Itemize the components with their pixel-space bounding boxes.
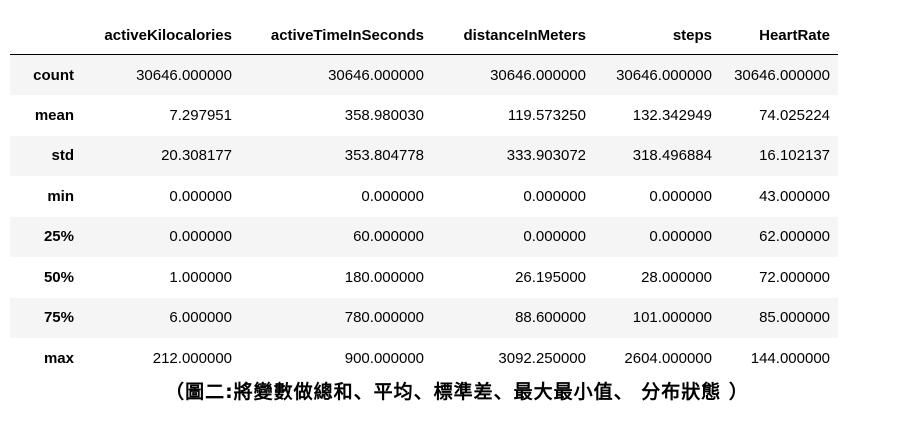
table-cell: 144.000000 — [750, 349, 830, 367]
table-cell: 7.297951 — [169, 106, 232, 124]
table-cell: 72.000000 — [759, 268, 830, 286]
table-cell: 30646.000000 — [136, 66, 232, 84]
table-cell: 132.342949 — [632, 106, 712, 124]
header-row: activeKilocalories activeTimeInSeconds d… — [10, 16, 838, 55]
table-row: count 30646.000000 30646.000000 30646.00… — [10, 54, 838, 95]
table-row: 25% 0.000000 60.000000 0.000000 0.000000… — [10, 216, 838, 257]
row-label: 75% — [43, 309, 74, 327]
table-cell: 6.000000 — [169, 309, 232, 327]
row-label: 25% — [43, 228, 74, 246]
table-cell: 900.000000 — [344, 349, 424, 367]
table-cell: 85.000000 — [759, 309, 830, 327]
table-cell: 333.903072 — [506, 147, 586, 165]
table-cell: 2604.000000 — [624, 349, 712, 367]
table-row: max 212.000000 900.000000 3092.250000 26… — [10, 338, 838, 379]
row-label: std — [51, 147, 75, 165]
table-cell: 0.000000 — [361, 187, 424, 205]
table-cell: 30646.000000 — [490, 66, 586, 84]
table-row: mean 7.297951 358.980030 119.573250 132.… — [10, 95, 838, 136]
table-cell: 212.000000 — [152, 349, 232, 367]
table-cell: 0.000000 — [649, 228, 712, 246]
table-cell: 0.000000 — [169, 228, 232, 246]
column-header: distanceInMeters — [432, 16, 594, 55]
table-cell: 62.000000 — [759, 228, 830, 246]
table-cell: 0.000000 — [169, 187, 232, 205]
table-cell: 101.000000 — [632, 309, 712, 327]
describe-table: activeKilocalories activeTimeInSeconds d… — [10, 16, 838, 379]
table-cell: 780.000000 — [344, 309, 424, 327]
table-cell: 74.025224 — [759, 106, 830, 124]
table-cell: 28.000000 — [641, 268, 712, 286]
table-cell: 16.102137 — [759, 147, 830, 165]
table-row: 50% 1.000000 180.000000 26.195000 28.000… — [10, 257, 838, 298]
column-header: activeTimeInSeconds — [240, 16, 432, 55]
table-header: activeKilocalories activeTimeInSeconds d… — [10, 16, 838, 55]
table-cell: 88.600000 — [515, 309, 586, 327]
table-cell: 30646.000000 — [616, 66, 712, 84]
table-cell: 43.000000 — [759, 187, 830, 205]
row-label: count — [33, 66, 74, 84]
table-cell: 318.496884 — [632, 147, 712, 165]
table-row: 75% 6.000000 780.000000 88.600000 101.00… — [10, 297, 838, 338]
row-label: min — [47, 187, 74, 205]
table-cell: 1.000000 — [169, 268, 232, 286]
column-header: HeartRate — [720, 16, 838, 55]
table-row: min 0.000000 0.000000 0.000000 0.000000 … — [10, 176, 838, 217]
table-cell: 26.195000 — [515, 268, 586, 286]
table-cell: 60.000000 — [353, 228, 424, 246]
table-cell: 0.000000 — [523, 187, 586, 205]
row-label: mean — [34, 106, 74, 124]
table-cell: 30646.000000 — [328, 66, 424, 84]
table-cell: 30646.000000 — [734, 66, 830, 84]
table-cell: 3092.250000 — [498, 349, 586, 367]
table-cell: 358.980030 — [344, 106, 424, 124]
table-cell: 180.000000 — [344, 268, 424, 286]
table-cell: 0.000000 — [649, 187, 712, 205]
table-cell: 0.000000 — [523, 228, 586, 246]
table-cell: 353.804778 — [344, 147, 424, 165]
table-row: std 20.308177 353.804778 333.903072 318.… — [10, 135, 838, 176]
index-header — [10, 16, 82, 55]
column-header: steps — [594, 16, 720, 55]
row-label: max — [43, 349, 74, 367]
table-body: count 30646.000000 30646.000000 30646.00… — [10, 54, 838, 379]
row-label: 50% — [43, 268, 74, 286]
figure-caption: （圖二:將變數做總和、平均、標準差、最大最小值、 分布狀態 ） — [165, 381, 749, 403]
table-cell: 119.573250 — [507, 106, 586, 124]
column-header: activeKilocalories — [82, 16, 240, 55]
table-cell: 20.308177 — [161, 147, 232, 165]
